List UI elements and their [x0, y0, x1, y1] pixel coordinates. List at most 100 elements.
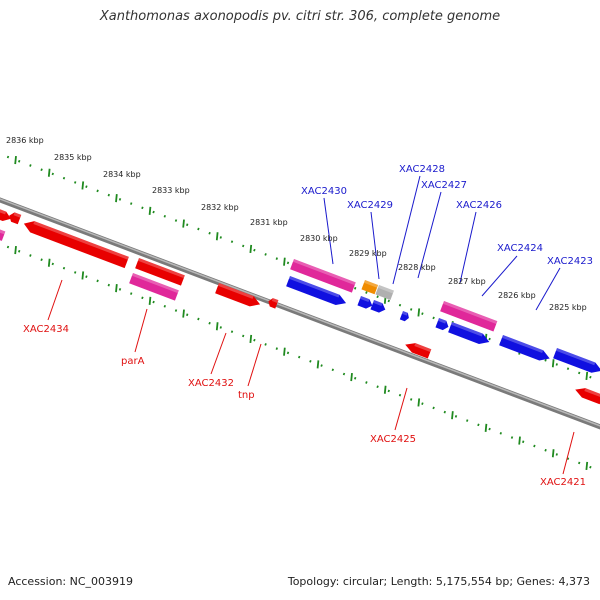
- lower-track-dot: [62, 266, 66, 270]
- lower-track-dot: [29, 254, 32, 257]
- callout-line: [47, 279, 63, 321]
- gene-label-reverse: XAC2425: [370, 434, 416, 445]
- gene-xac2430-blue: [286, 276, 347, 306]
- gene-label-forward: XAC2426: [456, 200, 502, 211]
- gene-label-reverse: XAC2432: [188, 378, 234, 389]
- kbp-label: 2835 kbp: [54, 153, 92, 162]
- genome-backbone: [0, 197, 600, 430]
- kbp-label: 2834 kbp: [103, 170, 141, 179]
- upper-track-dot: [130, 202, 133, 205]
- lower-track-dot: [208, 321, 211, 325]
- gene-label-reverse: tnp: [238, 390, 255, 401]
- gene-blue-small-2-shine: [372, 300, 383, 307]
- gene-red-small-body: [9, 212, 22, 225]
- upper-track-dot: [174, 219, 178, 222]
- upper-track-major-tick: [148, 206, 152, 215]
- upper-track-dot: [96, 189, 99, 193]
- gene-red-small-shine: [13, 212, 22, 218]
- gene-xac2432: [215, 283, 261, 307]
- accession-label: Accession: NC_003919: [8, 575, 134, 588]
- callout-line: [210, 332, 227, 375]
- gene-blue-large-body: [499, 335, 550, 361]
- upper-track-major-tick: [551, 359, 555, 368]
- upper-track-dot: [253, 248, 256, 252]
- lower-track-dot: [578, 461, 581, 465]
- lower-track-dot: [320, 364, 323, 367]
- upper-track-dot: [6, 155, 10, 159]
- lower-track-dot: [197, 317, 200, 321]
- lower-track-major-tick: [551, 449, 555, 458]
- gene-xac2421-shine: [584, 388, 600, 398]
- upper-track-major-tick: [249, 244, 253, 254]
- gene-xac2429-shine: [363, 280, 379, 288]
- upper-track-dot: [18, 159, 21, 163]
- lower-track-major-tick: [417, 398, 421, 407]
- gene-xac2430-shine: [292, 259, 356, 286]
- upper-track-dot: [578, 371, 581, 375]
- gene-xac2425-shine: [414, 343, 432, 352]
- lower-track-dot: [410, 398, 413, 401]
- upper-track-major-tick: [47, 168, 51, 177]
- lower-track-dot: [96, 279, 99, 283]
- gene-blue-large-shine: [501, 335, 544, 354]
- upper-track-dot: [264, 253, 267, 256]
- lower-track-dot: [432, 406, 435, 410]
- kbp-label: 2827 kbp: [448, 277, 486, 286]
- lower-tick-track: [6, 245, 592, 471]
- topology-label: Topology: circular; Length: 5,175,554 bp…: [287, 575, 590, 588]
- gene-xac2423-body: [553, 348, 600, 373]
- lower-track-major-tick: [148, 296, 152, 305]
- lower-track-dot: [118, 288, 122, 291]
- upper-track-dot: [40, 168, 43, 172]
- upper-track-major-tick: [81, 181, 85, 190]
- lower-track-dot: [331, 368, 334, 372]
- upper-track-dot: [74, 181, 77, 184]
- lower-track-dot: [107, 283, 110, 287]
- lower-track-dot: [522, 440, 525, 444]
- callout-line: [535, 267, 561, 311]
- lower-track-dot: [544, 448, 547, 452]
- lower-track-major-tick: [383, 385, 387, 394]
- gene-xac2426-shine: [442, 301, 498, 324]
- gene-label-reverse: parA: [121, 356, 145, 367]
- gene-pink-edge-shine: [0, 228, 6, 235]
- lower-track-dot: [152, 300, 155, 304]
- upper-track-dot: [398, 303, 402, 307]
- upper-track-dot: [163, 214, 166, 218]
- gene-blue-small-2: [370, 300, 386, 313]
- upper-track-major-tick: [585, 371, 589, 381]
- lower-track-dot: [242, 334, 245, 338]
- callout-line: [323, 197, 334, 265]
- callout-line: [394, 387, 408, 431]
- lower-track-major-tick: [518, 436, 521, 445]
- upper-track-dot: [589, 375, 592, 379]
- lower-track-dot: [443, 410, 446, 414]
- lower-track-major-tick: [215, 322, 219, 331]
- gene-red-mid-shine: [137, 258, 185, 279]
- kbp-scale-labels: 2836 kbp 2835 kbp 2834 kbp 2833 kbp 2832 kbp…: [6, 136, 587, 312]
- lower-track-dot: [398, 393, 402, 397]
- upper-track-dot: [387, 299, 390, 303]
- lower-track-dot: [589, 465, 592, 469]
- lower-track-major-tick: [115, 284, 118, 293]
- upper-track-dot: [432, 316, 435, 320]
- callout-line: [481, 255, 518, 297]
- gene-xac2424: [448, 322, 490, 344]
- gene-label-forward: XAC2429: [347, 200, 393, 211]
- lower-track-dot: [387, 389, 390, 393]
- gene-xac2425: [405, 343, 432, 359]
- upper-track-dot: [29, 164, 32, 167]
- kbp-label: 2832 kbp: [201, 203, 239, 212]
- gene-label-forward: XAC2423: [547, 256, 593, 267]
- upper-track-dot: [230, 240, 234, 244]
- lower-track-major-tick: [585, 461, 589, 471]
- upper-track-dot: [544, 358, 547, 362]
- gene-blue-tiny: [399, 311, 409, 322]
- upper-track-major-tick: [182, 219, 185, 228]
- gene-blue-small-1: [357, 296, 373, 309]
- gene-xac2424-shine: [450, 322, 483, 337]
- gene-xac2421-body: [575, 388, 600, 405]
- kbp-label: 2833 kbp: [152, 186, 190, 195]
- gene-features: [0, 207, 600, 405]
